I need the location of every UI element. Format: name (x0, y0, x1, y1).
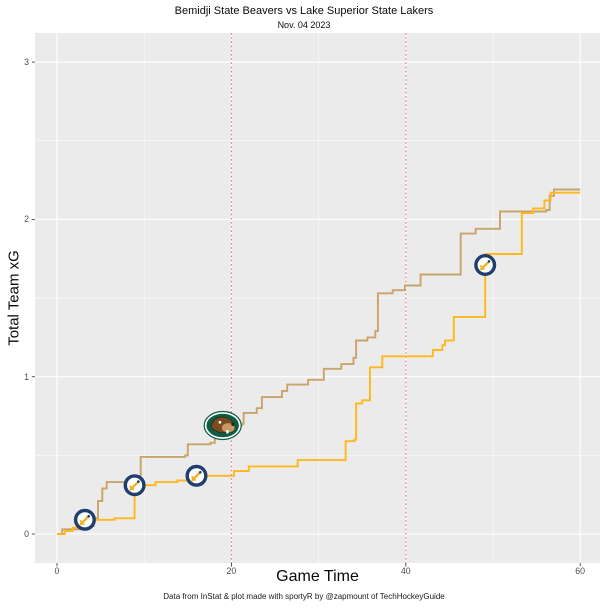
y-tick-label: 2 (24, 214, 29, 225)
caption: Data from InStat & plot made with sporty… (163, 592, 445, 601)
x-tick-label: 20 (226, 566, 237, 576)
plot-title: Bemidji State Beavers vs Lake Superior S… (174, 5, 434, 17)
goal-marker-bemidji-beaver-logo-icon (203, 410, 242, 441)
y-tick-label: 0 (24, 529, 29, 539)
xg-step-line-bsu (57, 188, 581, 535)
plot-subtitle: Nov. 04 2023 (277, 20, 331, 30)
x-tick-label: 0 (54, 566, 60, 576)
x-tick-label: 60 (575, 566, 586, 576)
x-tick-label: 40 (400, 566, 411, 576)
goal-marker-lssu-anchor-icon (185, 464, 208, 487)
goal-marker-lssu-anchor-icon (474, 253, 497, 277)
x-axis-title: Game Time (276, 568, 359, 585)
y-tick-label: 1 (24, 371, 29, 382)
xg-step-line-lssu (57, 191, 581, 535)
goal-marker-lssu-anchor-icon (123, 474, 146, 497)
goal-marker-lssu-anchor-icon (73, 508, 96, 531)
y-axis-title: Total Team xG (5, 250, 23, 346)
y-tick-label: 3 (24, 57, 29, 68)
